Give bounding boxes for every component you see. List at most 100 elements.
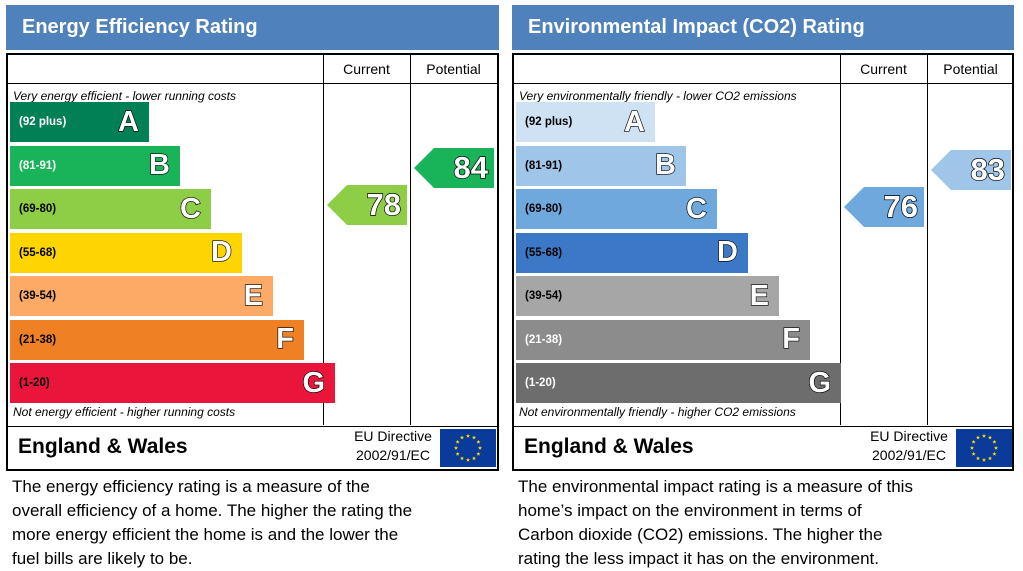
band-d: (55-68) D	[10, 232, 242, 273]
band-range-label: (81-91)	[525, 159, 563, 172]
eu-star	[465, 457, 471, 462]
current-rating-arrow: 76	[844, 187, 924, 228]
band-range-label: (21-38)	[19, 333, 57, 346]
current-arrow-shape	[327, 184, 407, 225]
band-e: (39-54) E	[516, 276, 779, 316]
potential-rating-arrow: 83	[931, 149, 1011, 190]
column-potential-header: Potential	[426, 61, 481, 77]
band-letter: B	[148, 148, 170, 181]
column-potential-header: Potential	[943, 61, 998, 77]
eu-star	[971, 451, 976, 456]
band-range-label: (69-80)	[19, 203, 57, 215]
band-letter: D	[210, 235, 232, 268]
band-letter: C	[179, 192, 201, 225]
band-c: (69-80) C	[516, 189, 717, 229]
band-a: (92 plus) A	[10, 102, 149, 142]
eu-star	[975, 435, 981, 440]
band-d: (55-68) D	[516, 232, 748, 273]
eu-flag-icon	[956, 429, 1012, 467]
eu-star	[992, 439, 997, 444]
band-letter: A	[623, 105, 645, 138]
eu-star	[459, 435, 465, 440]
band-range-label: (92 plus)	[525, 116, 573, 128]
eu-star	[476, 439, 481, 444]
eu-directive-line1: EU Directive	[870, 428, 948, 444]
footer-region-label: England & Wales	[18, 435, 188, 458]
potential-rating-value: 84	[453, 150, 489, 186]
band-range-label: (21-38)	[525, 333, 563, 346]
environmental-impact-title: Environmental Impact (CO2) Rating	[512, 5, 1014, 50]
band-letter: E	[749, 279, 770, 312]
band-f: (21-38) F	[516, 319, 810, 360]
band-g: (1-20) G	[10, 363, 335, 403]
band-range-label: (55-68)	[19, 246, 57, 259]
eu-flag-icon	[440, 429, 496, 467]
eu-star	[971, 439, 976, 444]
top-caption: Very environmentally friendly - lower CO…	[519, 89, 797, 103]
band-range-label: (69-80)	[525, 203, 563, 215]
energy-efficiency-description: The energy efficiency rating is a measur…	[12, 477, 413, 568]
band-a: (92 plus) A	[516, 102, 655, 142]
eu-star	[981, 457, 987, 462]
bottom-caption: Not environmentally friendly - higher CO…	[519, 405, 796, 419]
current-rating-value: 78	[366, 186, 402, 222]
band-letter: B	[654, 148, 676, 181]
potential-rating-arrow: 84	[414, 148, 494, 189]
column-current-header: Current	[860, 61, 907, 77]
eu-star	[992, 451, 997, 456]
band-c: (69-80) C	[10, 189, 211, 229]
environmental-impact-panel: Environmental Impact (CO2) Rating Curren…	[512, 5, 1014, 571]
eu-star	[471, 435, 477, 440]
energy-efficiency-title: Energy Efficiency Rating	[6, 5, 499, 50]
eu-directive-text: EU Directive 2002/91/EC	[862, 427, 956, 465]
current-rating-value: 76	[883, 188, 919, 225]
column-current-header: Current	[343, 61, 390, 77]
band-letter: A	[117, 105, 139, 138]
top-caption: Very energy efficient - lower running co…	[13, 89, 236, 103]
eu-star	[987, 456, 993, 461]
band-range-label: (55-68)	[525, 246, 563, 259]
band-letter: G	[302, 366, 326, 399]
eu-star	[477, 445, 483, 450]
potential-arrow-shape	[931, 149, 1011, 190]
eu-star	[975, 456, 981, 461]
eu-star	[476, 451, 481, 456]
eu-directive-text: EU Directive 2002/91/EC	[346, 427, 440, 465]
eu-directive-line2: 2002/91/EC	[872, 447, 946, 463]
eu-star	[993, 445, 999, 450]
band-letter: E	[243, 279, 264, 312]
eu-star	[465, 433, 471, 438]
eu-star	[455, 451, 460, 456]
band-letter: C	[685, 192, 707, 225]
eu-star	[459, 456, 465, 461]
environmental-impact-description: The environmental impact rating is a mea…	[518, 477, 913, 568]
band-range-label: (1-20)	[525, 377, 556, 389]
footer-region-label: England & Wales	[524, 435, 694, 458]
band-letter: F	[276, 322, 295, 355]
current-rating-arrow: 78	[327, 184, 407, 225]
potential-arrow-shape	[414, 148, 494, 189]
band-range-label: (39-54)	[525, 290, 563, 302]
eu-star	[969, 445, 975, 450]
current-arrow-shape	[844, 187, 924, 228]
band-b: (81-91) B	[10, 145, 180, 186]
potential-rating-value: 83	[970, 151, 1006, 187]
eu-star	[453, 445, 459, 450]
eu-star	[471, 456, 477, 461]
band-letter: F	[782, 322, 801, 355]
eu-star	[987, 435, 993, 440]
band-f: (21-38) F	[10, 319, 304, 360]
band-b: (81-91) B	[516, 145, 686, 186]
eu-star	[455, 439, 460, 444]
band-range-label: (92 plus)	[19, 116, 67, 128]
band-letter: G	[808, 366, 832, 399]
energy-efficiency-panel: Energy Efficiency Rating Current Potenti…	[6, 5, 499, 571]
band-range-label: (81-91)	[19, 159, 57, 172]
band-range-label: (1-20)	[19, 377, 50, 389]
eu-star	[981, 433, 987, 438]
eu-directive-line2: 2002/91/EC	[356, 447, 430, 463]
eu-directive-line1: EU Directive	[354, 428, 432, 444]
environmental-impact-chart: Current Potential Very environmentally f…	[512, 53, 1014, 471]
energy-efficiency-chart: Current Potential Very energy efficient …	[6, 53, 499, 471]
band-letter: D	[716, 235, 738, 268]
